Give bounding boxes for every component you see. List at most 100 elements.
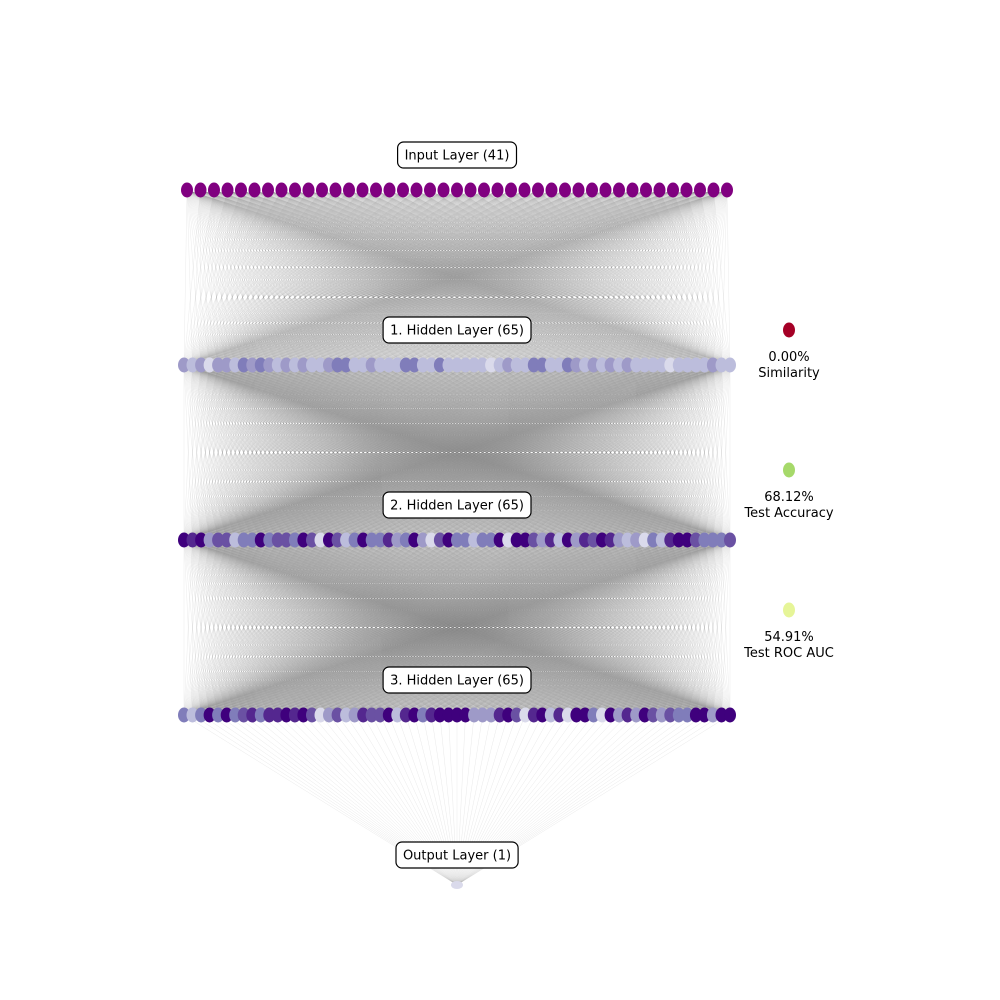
neuron [721, 182, 733, 198]
neuron [416, 532, 429, 548]
neuron [391, 357, 404, 373]
neuron [374, 707, 387, 723]
neuron [698, 532, 711, 548]
neuron [399, 532, 412, 548]
neuron [237, 707, 250, 723]
neuron [519, 707, 532, 723]
neuron [383, 182, 396, 198]
neuron [527, 532, 540, 548]
metrics-legend: 0.00%Similarity 68.12%Test Accuracy 54.91%… [743, 322, 834, 661]
neuron [288, 532, 301, 548]
neuron [561, 357, 574, 373]
metric-1: 68.12%Test Accuracy [743, 462, 834, 521]
label-box [397, 141, 518, 169]
neuron [655, 707, 668, 723]
neuron [263, 357, 276, 373]
neuron [715, 707, 728, 723]
neuron [410, 182, 423, 198]
neuron [181, 182, 193, 198]
neuron [653, 182, 666, 198]
neuron [374, 532, 387, 548]
neuron [340, 707, 353, 723]
neuron [621, 532, 634, 548]
neuron [203, 707, 216, 723]
label-box [382, 491, 532, 519]
label-box [382, 666, 532, 694]
neuron [561, 532, 574, 548]
neuron [544, 357, 557, 373]
neuron [604, 532, 617, 548]
neuron [698, 357, 711, 373]
neuron [707, 182, 720, 198]
neuron [630, 357, 643, 373]
neuron [587, 357, 600, 373]
neuron [280, 532, 293, 548]
neuron [271, 707, 284, 723]
neuron [559, 182, 571, 198]
layer-label-text: 3. Hidden Layer (65) [390, 674, 524, 689]
neuron [357, 707, 370, 723]
neuron [596, 532, 608, 548]
label-box [395, 841, 519, 869]
neuron [408, 707, 421, 723]
neuron [468, 707, 481, 723]
neuron [425, 357, 438, 373]
neuron [280, 707, 293, 723]
neuron [706, 707, 719, 723]
neuron [689, 707, 702, 723]
neuron [476, 357, 489, 373]
neuron [451, 881, 463, 889]
neuron [672, 532, 685, 548]
neuron [621, 357, 634, 373]
layer-label-3: 3. Hidden Layer (65) [382, 666, 532, 694]
neuron [510, 357, 523, 373]
layer-label-4: Output Layer (1) [395, 841, 519, 869]
neuron [505, 182, 517, 198]
neuron [621, 707, 634, 723]
neuron [416, 707, 429, 723]
neuron [724, 357, 736, 373]
neuron [493, 357, 506, 373]
neuron [493, 532, 506, 548]
neuron [331, 707, 344, 723]
neuron [248, 182, 261, 198]
neuron [672, 357, 685, 373]
neuron [306, 707, 318, 723]
neuron [544, 707, 557, 723]
neuron [220, 707, 233, 723]
neuron [638, 707, 651, 723]
neuron [314, 532, 327, 548]
metric-name: Test ROC AUC [743, 646, 834, 661]
neuron [203, 532, 216, 548]
neuron [288, 357, 301, 373]
neuron [425, 707, 438, 723]
neuron [553, 357, 566, 373]
neuron [630, 707, 643, 723]
neuron [212, 532, 225, 548]
neuron [365, 357, 378, 373]
neuron [604, 357, 617, 373]
neuron [664, 707, 677, 723]
neuron [478, 182, 490, 198]
neuron [323, 357, 335, 373]
neuron [424, 182, 436, 198]
neuron [254, 707, 267, 723]
neuron [493, 707, 506, 723]
neuron [348, 532, 361, 548]
neuron [694, 182, 706, 198]
neuron [302, 182, 315, 198]
neuron [476, 707, 489, 723]
neuron [382, 707, 395, 723]
neuron [630, 532, 643, 548]
neuron [510, 707, 523, 723]
layer-0-connections [183, 189, 731, 366]
neuron [314, 707, 327, 723]
neuron [399, 357, 412, 373]
neuron [186, 532, 199, 548]
neuron [468, 532, 481, 548]
neuron [221, 182, 234, 198]
neuron [586, 182, 598, 198]
neuron [433, 357, 446, 373]
